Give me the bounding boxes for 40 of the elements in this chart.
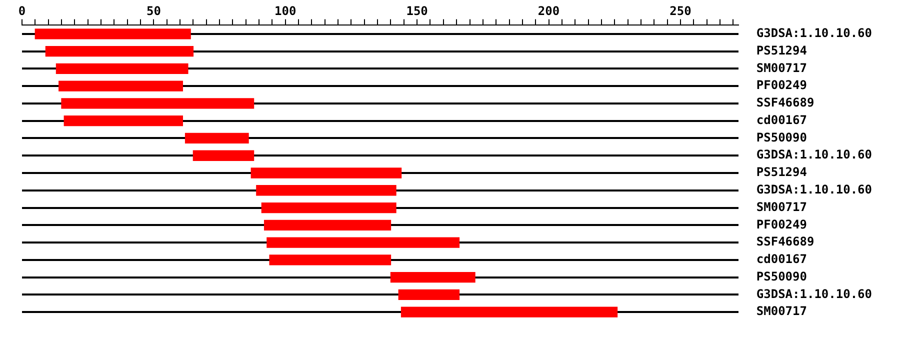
- x-tick-label: 50: [146, 4, 161, 18]
- y-tick-label: cd00167: [756, 252, 807, 266]
- bar: [192, 150, 254, 161]
- y-tick-label: SSF46689: [756, 96, 814, 110]
- x-tick-label: 100: [274, 4, 296, 18]
- bar: [269, 254, 392, 266]
- x-tick-label: 0: [18, 4, 26, 18]
- bar: [264, 220, 392, 230]
- x-tick-label: 150: [406, 4, 428, 18]
- bar: [250, 168, 402, 178]
- bar: [45, 46, 194, 57]
- y-tick-label: PF00249: [756, 217, 807, 232]
- y-tick-label: PS50090: [756, 269, 807, 284]
- y-tick-label: SM00717: [756, 200, 807, 214]
- y-tick-label: PF00249: [756, 78, 807, 92]
- bar: [61, 98, 254, 109]
- bar: [184, 132, 249, 144]
- y-tick-label: PS51294: [756, 43, 807, 58]
- bar: [400, 306, 618, 318]
- y-tick-label: PS50090: [756, 130, 807, 144]
- y-tick-label: SM00717: [756, 60, 807, 75]
- y-tick-label: G3DSA:1.10.10.60: [756, 286, 872, 301]
- bar: [56, 63, 188, 74]
- bar: [266, 237, 460, 248]
- bar: [256, 185, 396, 196]
- y-tick-label: SSF46689: [756, 234, 814, 249]
- y-tick-label: G3DSA:1.10.10.60: [756, 148, 872, 162]
- bar: [398, 289, 460, 300]
- y-tick-label: G3DSA:1.10.10.60: [756, 182, 872, 197]
- y-tick-label: SM00717: [756, 304, 807, 318]
- bar: [261, 202, 396, 214]
- x-tick-label: 250: [670, 4, 692, 18]
- bar: [34, 28, 191, 40]
- y-tick-label: PS51294: [756, 165, 807, 180]
- bar: [390, 272, 476, 283]
- y-tick-label: G3DSA:1.10.10.60: [756, 26, 872, 40]
- bar: [58, 80, 183, 92]
- x-tick-label: 200: [538, 4, 560, 18]
- y-tick-label: cd00167: [756, 112, 807, 127]
- bar: [64, 116, 183, 126]
